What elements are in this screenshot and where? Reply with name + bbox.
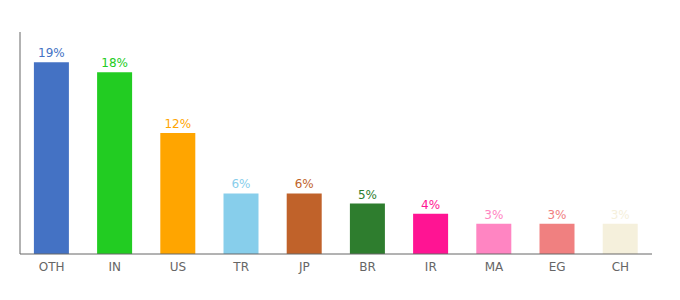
svg-text:IN: IN — [109, 260, 122, 274]
svg-text:CH: CH — [612, 260, 629, 274]
svg-text:6%: 6% — [231, 177, 250, 191]
svg-text:3%: 3% — [484, 208, 503, 222]
svg-text:18%: 18% — [101, 56, 128, 70]
svg-text:JP: JP — [298, 260, 310, 274]
svg-text:BR: BR — [359, 260, 376, 274]
svg-text:TR: TR — [232, 260, 249, 274]
svg-text:3%: 3% — [547, 208, 566, 222]
svg-text:6%: 6% — [295, 177, 314, 191]
svg-text:12%: 12% — [164, 117, 191, 131]
svg-text:US: US — [170, 260, 186, 274]
svg-text:MA: MA — [485, 260, 504, 274]
svg-text:OTH: OTH — [39, 260, 65, 274]
svg-text:3%: 3% — [611, 208, 630, 222]
svg-text:EG: EG — [549, 260, 566, 274]
svg-text:4%: 4% — [421, 198, 440, 212]
svg-text:IR: IR — [425, 260, 437, 274]
svg-text:19%: 19% — [38, 46, 65, 60]
svg-text:5%: 5% — [358, 188, 377, 202]
